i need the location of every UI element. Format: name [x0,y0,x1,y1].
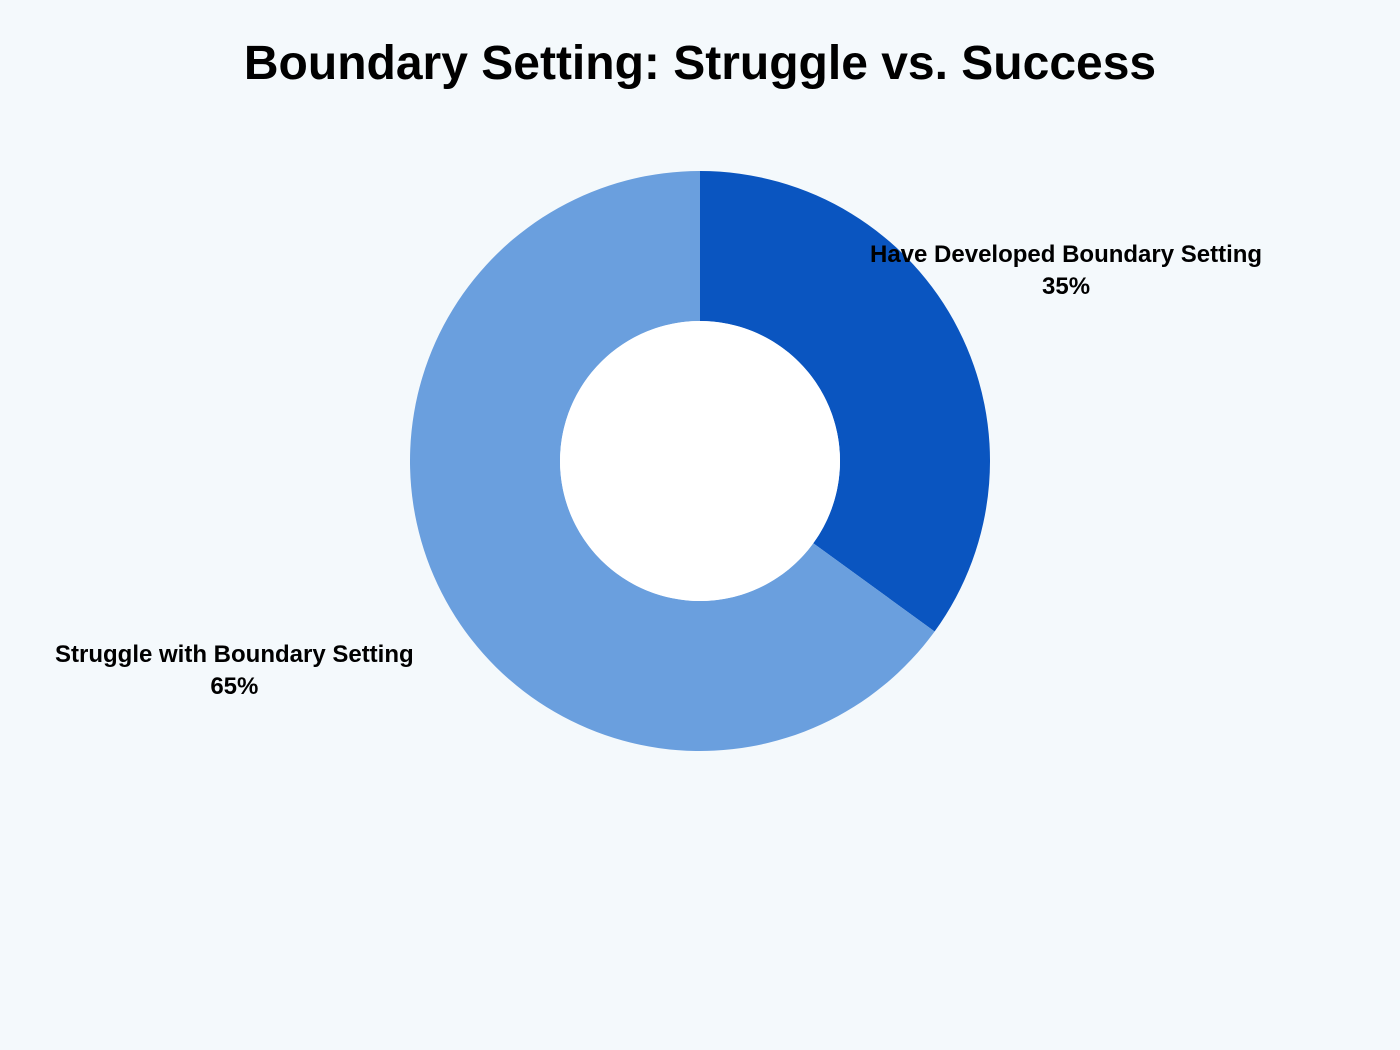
donut-chart: Have Developed Boundary Setting 35% Stru… [0,91,1400,991]
slice-label-1-line1: Struggle with Boundary Setting [55,639,414,671]
donut-hole [560,321,840,601]
slice-label-1-line2: 65% [55,671,414,703]
slice-label-1: Struggle with Boundary Setting 65% [55,639,414,704]
slice-label-0: Have Developed Boundary Setting 35% [870,239,1262,304]
slice-label-0-line1: Have Developed Boundary Setting [870,239,1262,271]
chart-title: Boundary Setting: Struggle vs. Success [0,0,1400,91]
chart-container: Boundary Setting: Struggle vs. Success H… [0,0,1400,1050]
slice-label-0-line2: 35% [870,271,1262,303]
